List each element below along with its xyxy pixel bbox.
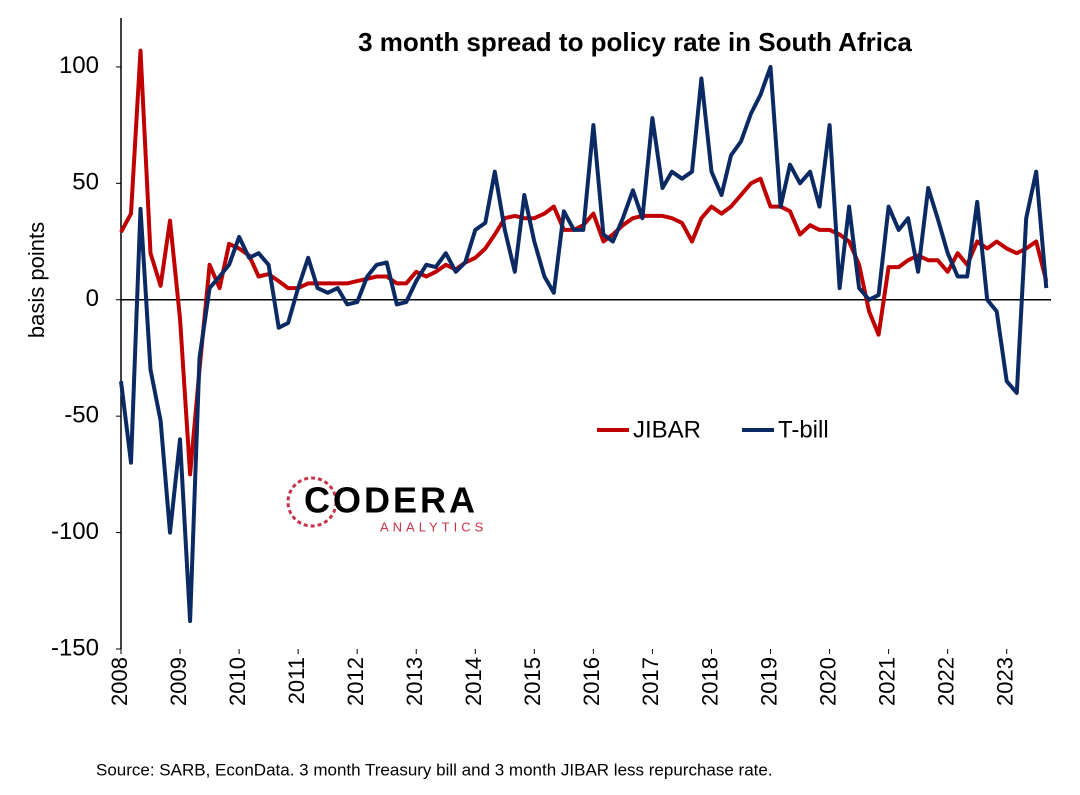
x-tick-label: 2016: [579, 657, 604, 706]
x-tick-label: 2017: [638, 657, 663, 706]
source-note: Source: SARB, EconData. 3 month Treasury…: [96, 760, 773, 779]
y-tick-label: 0: [86, 285, 99, 312]
x-tick-label: 2019: [756, 657, 781, 706]
logo: CODERA ANALYTICS: [286, 476, 487, 534]
series-line: [119, 64, 1049, 624]
y-tick-label: 50: [72, 169, 99, 196]
x-tick-label: 2018: [697, 657, 722, 706]
series-line: [119, 48, 1049, 477]
logo-name: CODERA: [304, 480, 478, 521]
y-tick-label: -50: [64, 402, 99, 429]
x-tick-label: 2021: [874, 657, 899, 706]
x-tick-label: 2010: [225, 657, 250, 706]
x-tick-label: 2009: [166, 657, 191, 706]
y-tick-label: 100: [59, 52, 99, 79]
x-tick-label: 2020: [815, 657, 840, 706]
x-tick-label: 2022: [933, 657, 958, 706]
x-tick-label: 2013: [402, 657, 427, 706]
x-tick-label: 2011: [284, 657, 309, 704]
logo-icon: [286, 476, 338, 528]
x-tick-label: 2012: [343, 657, 368, 706]
legend-label: T-bill: [778, 416, 829, 443]
x-tick-label: 2023: [993, 657, 1018, 706]
y-tick-label: -150: [51, 634, 99, 661]
x-tick-label: 2015: [520, 657, 545, 706]
logo-tagline: ANALYTICS: [380, 519, 487, 534]
y-axis-label: basis points: [24, 222, 49, 338]
legend-label: JIBAR: [633, 416, 701, 443]
y-tick-label: -100: [51, 518, 99, 545]
x-tick-label: 2008: [107, 657, 132, 706]
x-tick-label: 2014: [461, 657, 486, 706]
chart-title: 3 month spread to policy rate in South A…: [358, 27, 912, 57]
